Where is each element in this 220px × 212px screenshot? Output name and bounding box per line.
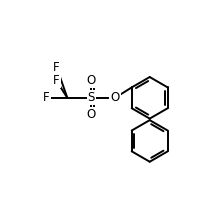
Text: F: F xyxy=(43,91,50,104)
Text: O: O xyxy=(86,108,96,121)
Text: O: O xyxy=(110,91,120,104)
Text: O: O xyxy=(86,74,96,87)
Text: S: S xyxy=(88,91,95,104)
Text: F: F xyxy=(53,60,60,74)
Text: F: F xyxy=(53,74,60,87)
